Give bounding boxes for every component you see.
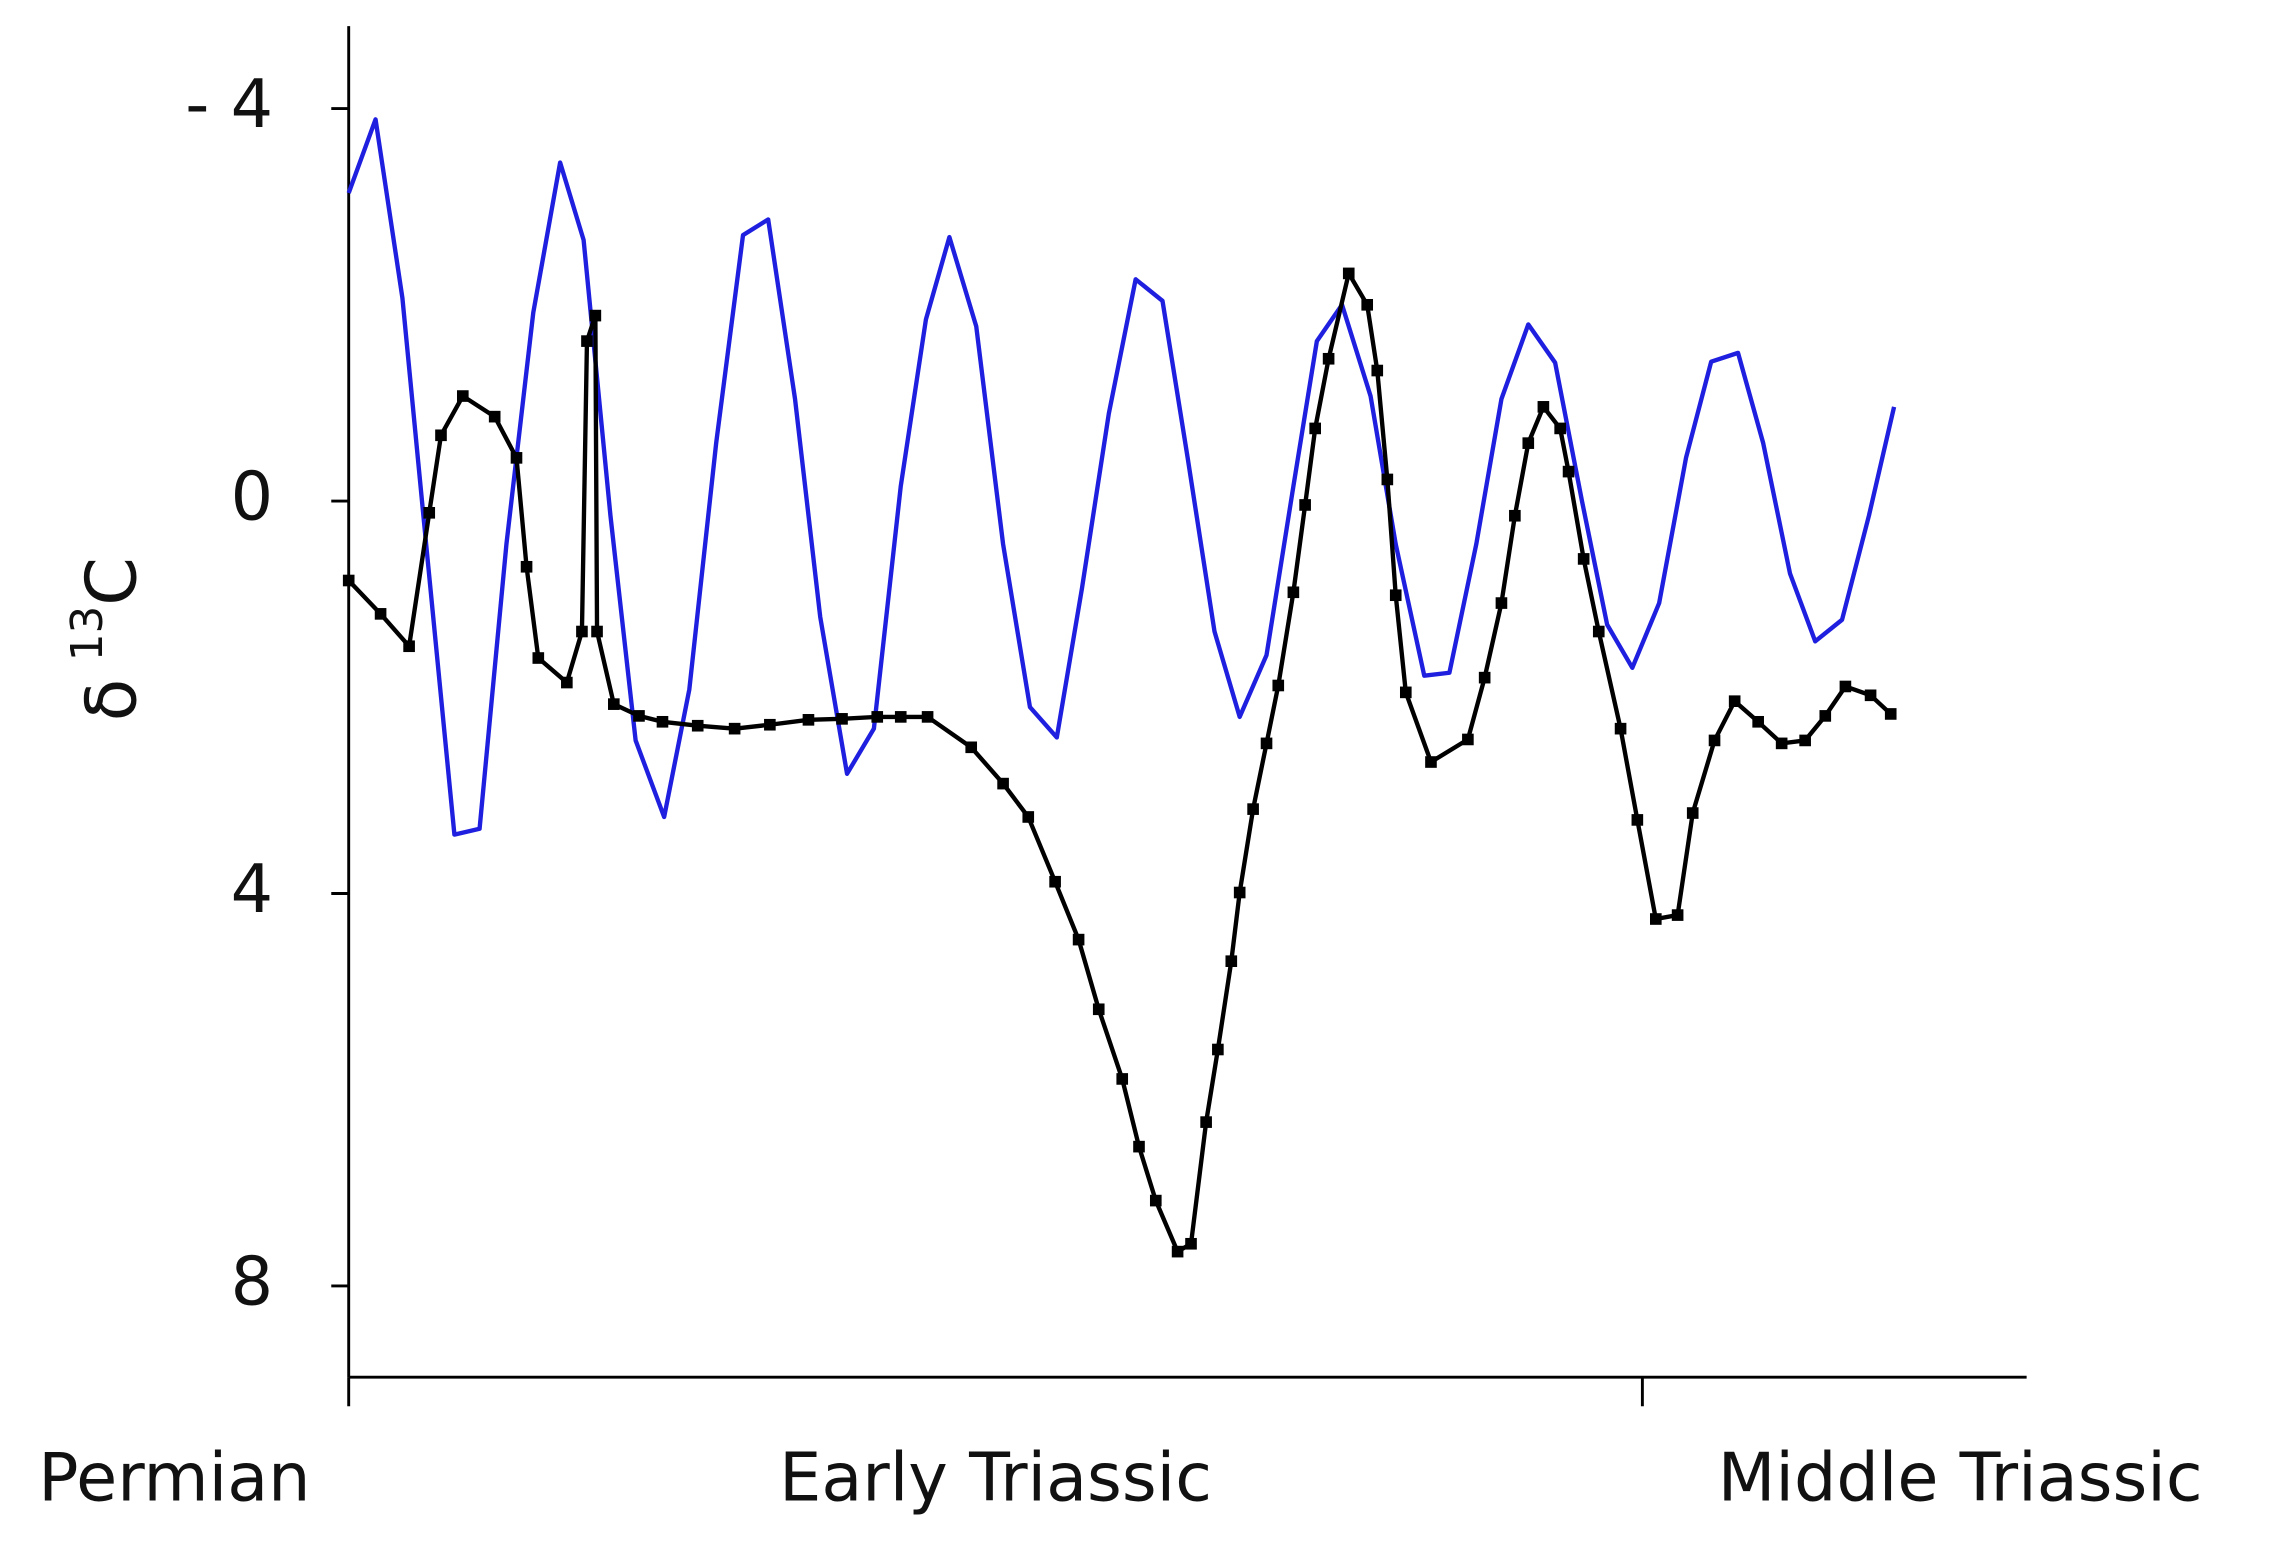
- point-marker: [1049, 875, 1061, 888]
- point-marker: [581, 335, 593, 347]
- y-tick-label: 0: [231, 458, 274, 536]
- point-marker: [1309, 422, 1322, 435]
- point-marker: [1686, 807, 1699, 819]
- point-marker: [1361, 298, 1374, 311]
- point-marker: [1577, 553, 1590, 565]
- point-marker: [633, 710, 645, 722]
- point-marker: [921, 711, 934, 723]
- point-marker: [1133, 1140, 1145, 1153]
- point-marker: [1708, 734, 1721, 747]
- point-marker: [1116, 1073, 1129, 1085]
- point-marker: [403, 640, 415, 653]
- point-marker: [1299, 499, 1311, 511]
- point-marker: [802, 714, 815, 726]
- y-tick-label: 8: [231, 1243, 274, 1321]
- point-marker: [1592, 625, 1605, 638]
- point-marker: [423, 506, 436, 519]
- series-line: [346, 117, 1897, 837]
- point-marker: [1200, 1116, 1212, 1128]
- point-marker: [1649, 913, 1662, 925]
- point-marker: [1425, 756, 1437, 768]
- y-tick-label: - 4: [185, 65, 273, 143]
- y-label-letter: C: [71, 557, 152, 606]
- point-marker: [1381, 473, 1394, 486]
- point-marker: [1371, 364, 1384, 377]
- point-marker: [1775, 737, 1788, 750]
- point-marker: [456, 390, 469, 402]
- point-marker: [1272, 679, 1285, 692]
- point-marker: [532, 652, 545, 664]
- x-period-label: Middle Triassic: [1718, 1438, 2203, 1516]
- point-marker: [589, 309, 602, 322]
- point-marker: [1884, 708, 1897, 720]
- point-marker: [997, 777, 1009, 790]
- point-marker: [342, 574, 355, 587]
- point-marker: [1839, 680, 1852, 693]
- point-marker: [1022, 811, 1035, 823]
- point-marker: [1149, 1194, 1162, 1207]
- point-marker: [1495, 597, 1508, 609]
- point-marker: [374, 608, 387, 620]
- point-marker: [1562, 465, 1575, 478]
- point-marker: [1092, 1003, 1105, 1016]
- point-marker: [965, 741, 978, 754]
- series-line: [347, 271, 1893, 1254]
- point-marker: [1554, 422, 1566, 435]
- point-marker: [435, 429, 447, 442]
- point-marker: [1233, 886, 1246, 899]
- point-marker: [1864, 689, 1877, 702]
- point-marker: [1171, 1245, 1184, 1258]
- x-period-label: Permian: [38, 1438, 310, 1516]
- point-marker: [1342, 267, 1355, 280]
- point-marker: [561, 676, 573, 689]
- point-marker: [1389, 589, 1402, 602]
- point-marker: [488, 410, 501, 423]
- point-marker: [691, 719, 704, 732]
- point-marker: [1537, 401, 1550, 413]
- point-marker: [1671, 909, 1684, 921]
- point-marker: [1478, 671, 1491, 684]
- point-marker: [1631, 814, 1644, 826]
- point-marker: [728, 722, 741, 735]
- point-marker: [1225, 955, 1238, 968]
- point-marker: [510, 452, 523, 464]
- point-marker: [576, 625, 588, 638]
- point-marker: [520, 560, 533, 573]
- point-marker: [764, 718, 776, 731]
- point-marker: [656, 715, 669, 728]
- point-marker: [1247, 803, 1259, 815]
- point-marker: [608, 698, 620, 710]
- point-marker: [871, 711, 884, 723]
- point-marker: [1614, 722, 1627, 735]
- point-marker: [1522, 437, 1535, 449]
- point-marker: [1399, 686, 1412, 699]
- point-marker: [836, 713, 848, 725]
- point-marker: [1260, 737, 1273, 750]
- point-marker: [1799, 734, 1811, 747]
- y-label-symbol: δ: [71, 679, 152, 722]
- point-marker: [1072, 933, 1085, 946]
- y-tick-label: 4: [231, 850, 274, 928]
- y-axis-label: δ 13C: [63, 557, 152, 721]
- point-marker: [591, 625, 603, 638]
- point-marker: [1728, 695, 1741, 707]
- x-period-label: Early Triassic: [779, 1438, 1212, 1516]
- point-marker: [1462, 733, 1474, 746]
- point-marker: [1212, 1043, 1224, 1056]
- point-marker: [894, 711, 907, 723]
- point-marker: [1509, 509, 1521, 522]
- point-marker: [1287, 586, 1300, 599]
- y-label-superscript: 13: [63, 606, 113, 661]
- point-marker: [1819, 710, 1832, 722]
- point-marker: [1185, 1237, 1197, 1250]
- point-marker: [1322, 352, 1335, 365]
- point-marker: [1752, 715, 1764, 728]
